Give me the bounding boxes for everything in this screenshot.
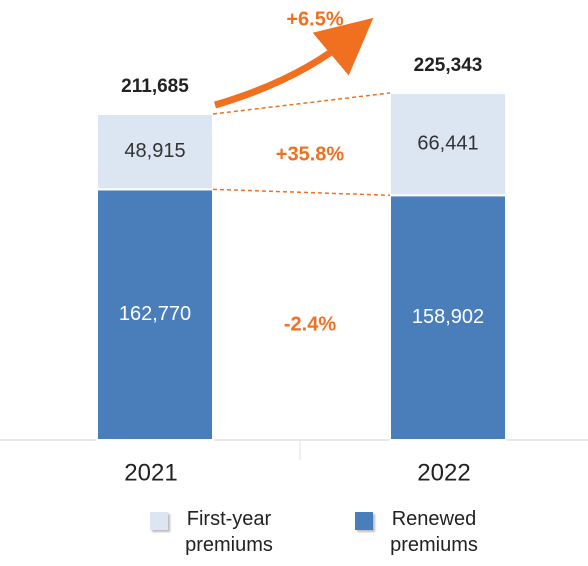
x-tick-label: 2021 (124, 459, 177, 486)
value-label: 158,902 (412, 306, 484, 328)
annotation: +35.8% (276, 143, 345, 165)
value-label: 162,770 (119, 303, 191, 325)
connector (212, 92, 391, 115)
growth-arrow (214, 17, 374, 109)
bar (96, 113, 214, 191)
annotation: +6.5% (286, 8, 343, 30)
bar (389, 194, 507, 441)
value-label: 48,915 (124, 140, 185, 162)
plot: +6.5% +35.8% -2.4% 162,770 48,915 211,685 2… (0, 8, 588, 486)
x-tick-label: 2022 (417, 459, 470, 486)
legend-swatch (150, 512, 168, 530)
annotation: -2.4% (284, 313, 336, 335)
value-label: 66,441 (417, 132, 478, 154)
legend-item: First-year premiums (150, 506, 284, 558)
connector (212, 188, 391, 197)
total-label: 211,685 (121, 76, 189, 97)
legend-item: Renewed premiums (355, 506, 489, 558)
legend-label: Renewed premiums (390, 508, 478, 556)
legend-label: First-year premiums (185, 508, 273, 556)
legend-swatch (355, 512, 373, 530)
bar (389, 91, 507, 197)
total-label: 225,343 (414, 55, 483, 76)
bar (96, 188, 214, 441)
